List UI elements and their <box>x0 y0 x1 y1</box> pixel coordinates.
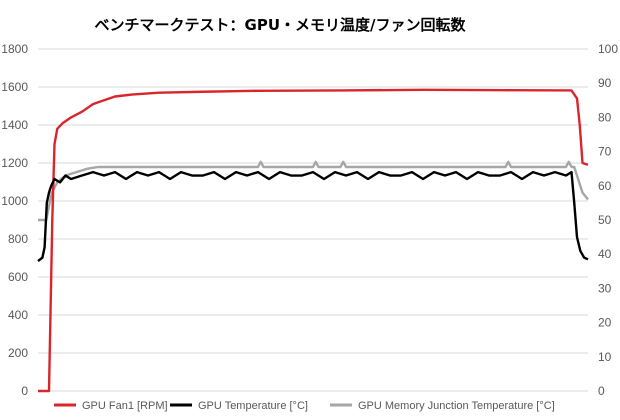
left-axis-tick-label: 400 <box>8 308 28 322</box>
right-axis-tick-label: 70 <box>598 145 612 159</box>
gridlines <box>38 48 588 392</box>
left-axis-tick-label: 800 <box>8 232 28 246</box>
legend: GPU Fan1 [RPM] GPU Temperature [°C] GPU Me… <box>54 400 555 412</box>
right-axis-tick-label: 30 <box>598 281 612 295</box>
left-axis-tick-label: 1400 <box>1 118 28 132</box>
series-line <box>38 88 589 393</box>
legend-label: GPU Temperature [°C] <box>198 400 308 412</box>
left-axis-tick-label: 600 <box>8 270 28 284</box>
legend-label: GPU Fan1 [RPM] <box>82 400 168 412</box>
series-lines <box>37 88 589 393</box>
left-axis-tick-label: 1200 <box>1 156 28 170</box>
right-axis-tick-label: 50 <box>598 213 612 227</box>
chart-title: ベンチマークテスト：GPU・メモリ温度/ファン回転数 <box>94 16 466 34</box>
right-axis-tick-label: 60 <box>598 179 612 193</box>
left-axis-tick-label: 1600 <box>1 80 28 94</box>
right-axis-ticks: 0 10 20 30 40 50 60 70 80 90 100 <box>598 42 618 398</box>
left-axis-ticks: 0 200 400 600 800 1000 1200 1400 1600 1800 <box>1 42 28 398</box>
right-axis-tick-label: 10 <box>598 350 612 364</box>
left-axis-tick-label: 1800 <box>1 42 28 56</box>
right-axis-tick-label: 80 <box>598 110 612 124</box>
right-axis-tick-label: 40 <box>598 247 612 261</box>
right-axis-tick-label: 90 <box>598 76 612 90</box>
right-axis-tick-label: 20 <box>598 316 612 330</box>
series-line <box>37 170 589 262</box>
series-line <box>38 160 589 222</box>
left-axis-tick-label: 1000 <box>1 194 28 208</box>
left-axis-tick-label: 200 <box>8 346 28 360</box>
right-axis-tick-label: 100 <box>598 42 618 56</box>
legend-label: GPU Memory Junction Temperature [°C] <box>358 400 555 412</box>
left-axis-tick-label: 0 <box>21 384 28 398</box>
right-axis-tick-label: 0 <box>598 384 605 398</box>
